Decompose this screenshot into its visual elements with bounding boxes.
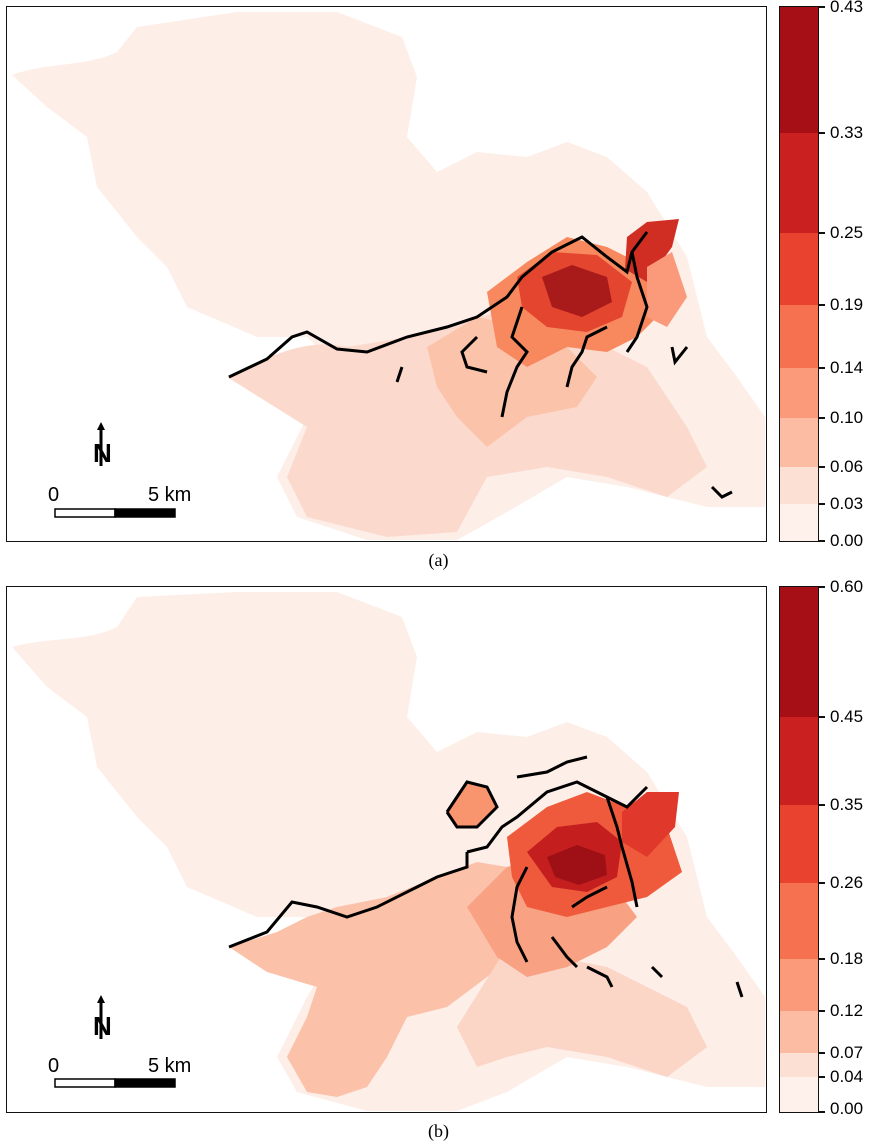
legend-label: 0.00 [830,531,864,550]
svg-text:N: N [93,1011,112,1041]
scale-bar: 0 5 km [48,1055,191,1088]
scale-bar-end-label: 5 km [148,484,191,506]
legend-swatch [780,805,818,883]
legend-label: 0.03 [830,494,864,513]
legend-label: 0.19 [830,295,864,314]
legend-bar-a [779,6,819,542]
legend-swatch [780,7,818,133]
legend-swatch [780,1077,818,1112]
legend-swatch [780,418,818,467]
map-region-northeast [622,792,679,857]
legend-swatch [780,717,818,805]
map-region-center [542,265,612,317]
map-panel-a: N 0 5 km [6,6,767,542]
legend-label: 0.00 [830,1099,864,1118]
legend-swatch [780,504,818,541]
legend-swatch [780,133,818,233]
legend-label: 0.43 [830,0,864,16]
legend-swatch [780,959,818,1011]
legend-label: 0.18 [830,949,864,968]
legend-swatch [780,305,818,368]
north-arrow-icon: N [93,995,112,1041]
map-region-center [547,845,607,885]
legend-swatch [780,1053,818,1077]
legend-swatch [780,368,818,418]
legend-label: 0.26 [830,873,864,892]
caption-b: (b) [428,1121,449,1141]
svg-text:N: N [93,438,112,468]
legend-swatch [780,467,818,504]
caption-a: (a) [428,550,449,570]
scale-bar: 0 5 km [48,484,191,518]
legend-b: 0.60 0.45 0.35 0.26 0.18 0.12 0.07 0.04 … [779,578,877,1117]
legend-label: 0.07 [830,1043,864,1062]
legend-label: 0.04 [830,1067,864,1086]
legend-label: 0.06 [830,457,864,476]
map-region-west [229,862,527,1097]
choropleth-map-a: N 0 5 km [12,12,765,540]
legend-swatch [780,1011,818,1053]
map-region-south [457,947,707,1077]
choropleth-map-b: N 0 5 km [12,592,765,1111]
map-region-northeast [625,219,679,282]
map-panel-b: N 0 5 km [6,586,767,1113]
legend-label: 0.25 [830,223,864,242]
legend-a: 0.43 0.33 0.25 0.19 0.14 0.10 0.06 0.03 … [779,0,877,549]
map-region-east [647,252,687,327]
legend-swatch [780,587,818,717]
legend-label: 0.10 [830,408,864,427]
cluster-boundary [228,231,733,499]
legend-label: 0.60 [830,577,864,596]
legend-label: 0.45 [830,707,864,726]
scale-bar-start-label: 0 [48,1055,59,1077]
legend-swatch [780,883,818,959]
legend-label: 0.12 [830,1001,864,1020]
legend-label: 0.33 [830,123,864,142]
north-arrow-icon: N [93,422,112,468]
scale-bar-end-label: 5 km [148,1055,191,1077]
legend-label: 0.14 [830,358,864,377]
cluster-boundary [228,755,744,998]
legend-bar-b [779,586,819,1113]
legend-swatch [780,233,818,305]
legend-label: 0.35 [830,795,864,814]
scale-bar-start-label: 0 [48,484,59,506]
